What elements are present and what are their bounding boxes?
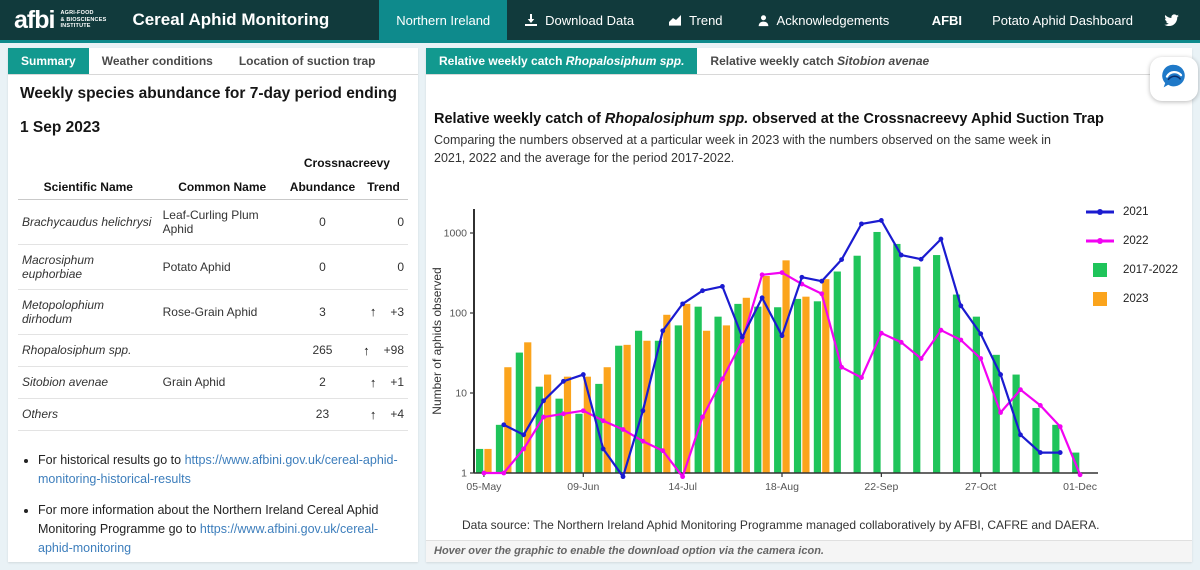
trend-up-arrow-icon: ↑ bbox=[363, 342, 370, 358]
nav-tab-acknowledgements[interactable]: Acknowledgements bbox=[740, 0, 907, 40]
download-icon bbox=[524, 13, 538, 27]
svg-text:100: 100 bbox=[449, 308, 467, 320]
feedback-widget[interactable] bbox=[1150, 57, 1198, 101]
legend-item-2021[interactable]: 2021 bbox=[1085, 205, 1178, 219]
svg-text:10: 10 bbox=[455, 388, 467, 400]
chart-title: Relative weekly catch of Rhopalosiphum s… bbox=[434, 111, 1104, 127]
table-row: Metopolophium dirhodum Rose-Grain Aphid 3 ↑… bbox=[18, 289, 408, 335]
table-row: Macrosiphum euphorbiae Potato Aphid 0 0 bbox=[18, 244, 408, 290]
chart-panel: Relative weekly catch Rhopalosiphum spp.… bbox=[426, 48, 1192, 562]
table-row: Rhopalosiphum spp. 265 ↑ +98 bbox=[18, 334, 408, 367]
species-table: Crossnacreevy Scientific Name Common Nam… bbox=[18, 151, 408, 431]
legend-item-2017-2022[interactable]: 2017-2022 bbox=[1085, 263, 1178, 278]
svg-text:09-Jun: 09-Jun bbox=[567, 481, 599, 493]
note-item: For more information about the Northern … bbox=[38, 501, 404, 557]
note-link[interactable]: https://www.afbini.gov.uk/cereal-aphid-m… bbox=[38, 452, 398, 486]
nav-right-links: AFBI Potato Aphid Dashboard bbox=[932, 0, 1200, 40]
legend-item-2023[interactable]: 2023 bbox=[1085, 292, 1178, 307]
top-navbar: afbi AGRI-FOOD & BIOSCIENCES INSTITUTE C… bbox=[0, 0, 1200, 43]
svg-text:Number of aphids observed: Number of aphids observed bbox=[430, 268, 444, 415]
chart-area: 1 10 100 1000 Number of aphids observed 05-Ma… bbox=[428, 173, 1192, 514]
nav-tab-northern-ireland[interactable]: Northern Ireland bbox=[379, 0, 508, 40]
aphid-chart-svg[interactable]: 1 10 100 1000 Number of aphids observed 05-Ma… bbox=[428, 173, 1100, 509]
table-row: Brachycaudus helichrysi Leaf-Curling Plum… bbox=[18, 198, 408, 245]
main-content: Summary Weather conditions Location of suc… bbox=[0, 43, 1200, 562]
svg-text:1: 1 bbox=[461, 468, 467, 480]
note-link[interactable]: https://www.afbini.gov.uk/cereal-aphid-m… bbox=[38, 522, 379, 555]
right-tabs: Relative weekly catch Rhopalosiphum spp.… bbox=[426, 48, 1192, 75]
trend-up-arrow-icon: ↑ bbox=[369, 374, 377, 390]
nav-link-afbi[interactable]: AFBI bbox=[931, 12, 963, 28]
afbi-logo-text: afbi bbox=[14, 5, 55, 34]
chat-bubble-icon bbox=[1159, 62, 1189, 97]
afbi-logo-subtext: AGRI-FOOD & BIOSCIENCES INSTITUTE bbox=[60, 9, 107, 30]
summary-panel: Summary Weather conditions Location of suc… bbox=[8, 48, 418, 562]
svg-text:05-May: 05-May bbox=[466, 481, 502, 493]
col-trend: Trend bbox=[359, 174, 408, 200]
col-abundance: Abundance bbox=[285, 174, 360, 200]
nav-tab-trend[interactable]: Trend bbox=[651, 0, 739, 40]
table-row: Others 23 ↑ +4 bbox=[18, 398, 408, 431]
download-hint-footer: Hover over the graphic to enable the dow… bbox=[426, 540, 1192, 562]
svg-text:27-Oct: 27-Oct bbox=[965, 481, 997, 493]
tab-weather-conditions[interactable]: Weather conditions bbox=[101, 54, 213, 68]
col-scientific-name: Scientific Name bbox=[18, 174, 159, 200]
table-header-row: Scientific Name Common Name Abundance Tr… bbox=[18, 174, 408, 200]
svg-text:18-Aug: 18-Aug bbox=[765, 481, 799, 493]
svg-text:22-Sep: 22-Sep bbox=[864, 481, 898, 493]
chart-subtitle: Comparing the numbers observed at a part… bbox=[434, 133, 1052, 166]
tab-relative-weekly-catch-rhopalosiphum-spp-[interactable]: Relative weekly catch Rhopalosiphum spp. bbox=[426, 48, 698, 74]
col-common-name: Common Name bbox=[158, 174, 286, 200]
tab-summary[interactable]: Summary bbox=[8, 48, 89, 74]
tab-location-of-suction-trap[interactable]: Location of suction trap bbox=[238, 54, 376, 68]
person-icon bbox=[757, 14, 770, 27]
chart-legend: 2021 2022 2017-2022 2023 bbox=[1085, 205, 1178, 307]
svg-text:1000: 1000 bbox=[444, 228, 468, 240]
table-row: Sitobion avenae Grain Aphid 2 ↑ +1 bbox=[18, 366, 408, 399]
svg-text:01-Dec: 01-Dec bbox=[1063, 481, 1097, 493]
left-tabs: Summary Weather conditions Location of suc… bbox=[8, 48, 418, 75]
nav-link-potato-dashboard[interactable]: Potato Aphid Dashboard bbox=[992, 12, 1133, 28]
nav-tab-download-data[interactable]: Download Data bbox=[507, 0, 651, 40]
trend-chart-icon bbox=[668, 13, 682, 27]
twitter-icon[interactable] bbox=[1163, 13, 1180, 28]
tab-relative-weekly-catch-sitobion-avenae[interactable]: Relative weekly catch Sitobion avenae bbox=[710, 54, 930, 68]
notes-list: For historical results go to https://www… bbox=[38, 451, 404, 558]
abundance-date: 1 Sep 2023 bbox=[20, 118, 101, 136]
table-group-header-row: Crossnacreevy bbox=[18, 151, 408, 175]
trend-up-arrow-icon: ↑ bbox=[369, 406, 377, 422]
abundance-heading: Weekly species abundance for 7-day perio… bbox=[20, 85, 397, 102]
trap-name-header: Crossnacreevy bbox=[303, 155, 390, 170]
data-source-note: Data source: The Northern Ireland Aphid … bbox=[462, 518, 1100, 533]
afbi-logo[interactable]: afbi AGRI-FOOD & BIOSCIENCES INSTITUTE bbox=[0, 0, 116, 40]
legend-item-2022[interactable]: 2022 bbox=[1085, 234, 1178, 248]
species-table-body: Brachycaudus helichrysi Leaf-Curling Plum… bbox=[18, 198, 408, 431]
note-item: For historical results go to https://www… bbox=[38, 451, 404, 489]
svg-text:14-Jul: 14-Jul bbox=[668, 481, 697, 493]
app-title: Cereal Aphid Monitoring bbox=[132, 10, 330, 29]
trend-up-arrow-icon: ↑ bbox=[369, 304, 377, 320]
nav-tabs: Northern Ireland Download Data Trend Ack… bbox=[379, 0, 906, 40]
